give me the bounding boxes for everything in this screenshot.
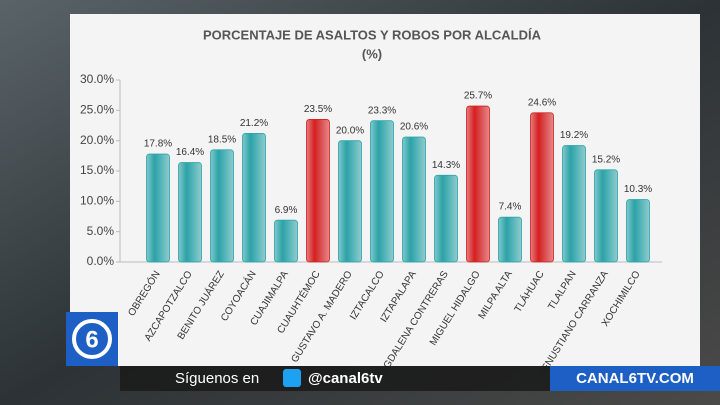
bar [146, 153, 170, 263]
y-tick-label: 25.0% [80, 103, 114, 117]
follow-bar [120, 366, 550, 391]
value-label: 23.3% [368, 105, 396, 116]
bar [434, 174, 458, 263]
bar [242, 132, 266, 263]
bar [402, 136, 426, 263]
value-label: 19.2% [560, 130, 588, 141]
value-label: 7.4% [499, 202, 522, 213]
twitter-icon [283, 369, 301, 387]
website: CANAL6TV.COM [576, 370, 694, 387]
bar [306, 119, 330, 263]
value-label: 24.6% [528, 97, 556, 108]
value-label: 18.5% [208, 134, 236, 145]
value-label: 25.7% [464, 91, 492, 102]
y-tick-label: 20.0% [80, 133, 114, 147]
y-tick-label: 0.0% [87, 254, 115, 268]
y-tick-label: 30.0% [80, 72, 114, 86]
bar [178, 162, 202, 263]
value-label: 10.3% [624, 184, 652, 195]
bar [370, 120, 394, 263]
value-label: 23.5% [304, 104, 332, 115]
bar [274, 219, 298, 263]
value-label: 21.2% [240, 118, 268, 129]
value-label: 14.3% [432, 160, 460, 171]
bar [338, 140, 362, 263]
y-tick-label: 5.0% [87, 224, 115, 238]
value-label: 16.4% [176, 147, 204, 158]
bar [210, 149, 234, 263]
handle: @canal6tv [308, 370, 383, 387]
bar [594, 169, 618, 263]
value-label: 20.6% [400, 122, 428, 133]
value-label: 15.2% [592, 154, 620, 165]
chart-subtitle: (%) [362, 46, 382, 61]
logo: 6 [85, 326, 98, 353]
y-tick-label: 10.0% [80, 194, 114, 208]
value-label: 6.9% [275, 205, 298, 216]
bar [498, 216, 522, 263]
website-bar [550, 366, 720, 391]
bar [530, 112, 554, 263]
value-label: 20.0% [336, 125, 364, 136]
bar [626, 199, 650, 263]
bar [562, 145, 586, 263]
follow-text: Síguenos en [175, 370, 259, 387]
bar [466, 105, 490, 263]
chart-title: PORCENTAJE DE ASALTOS Y ROBOS POR ALCALD… [203, 27, 542, 42]
logo-ring [72, 319, 112, 359]
y-tick-label: 15.0% [80, 163, 114, 177]
value-label: 17.8% [144, 139, 172, 150]
